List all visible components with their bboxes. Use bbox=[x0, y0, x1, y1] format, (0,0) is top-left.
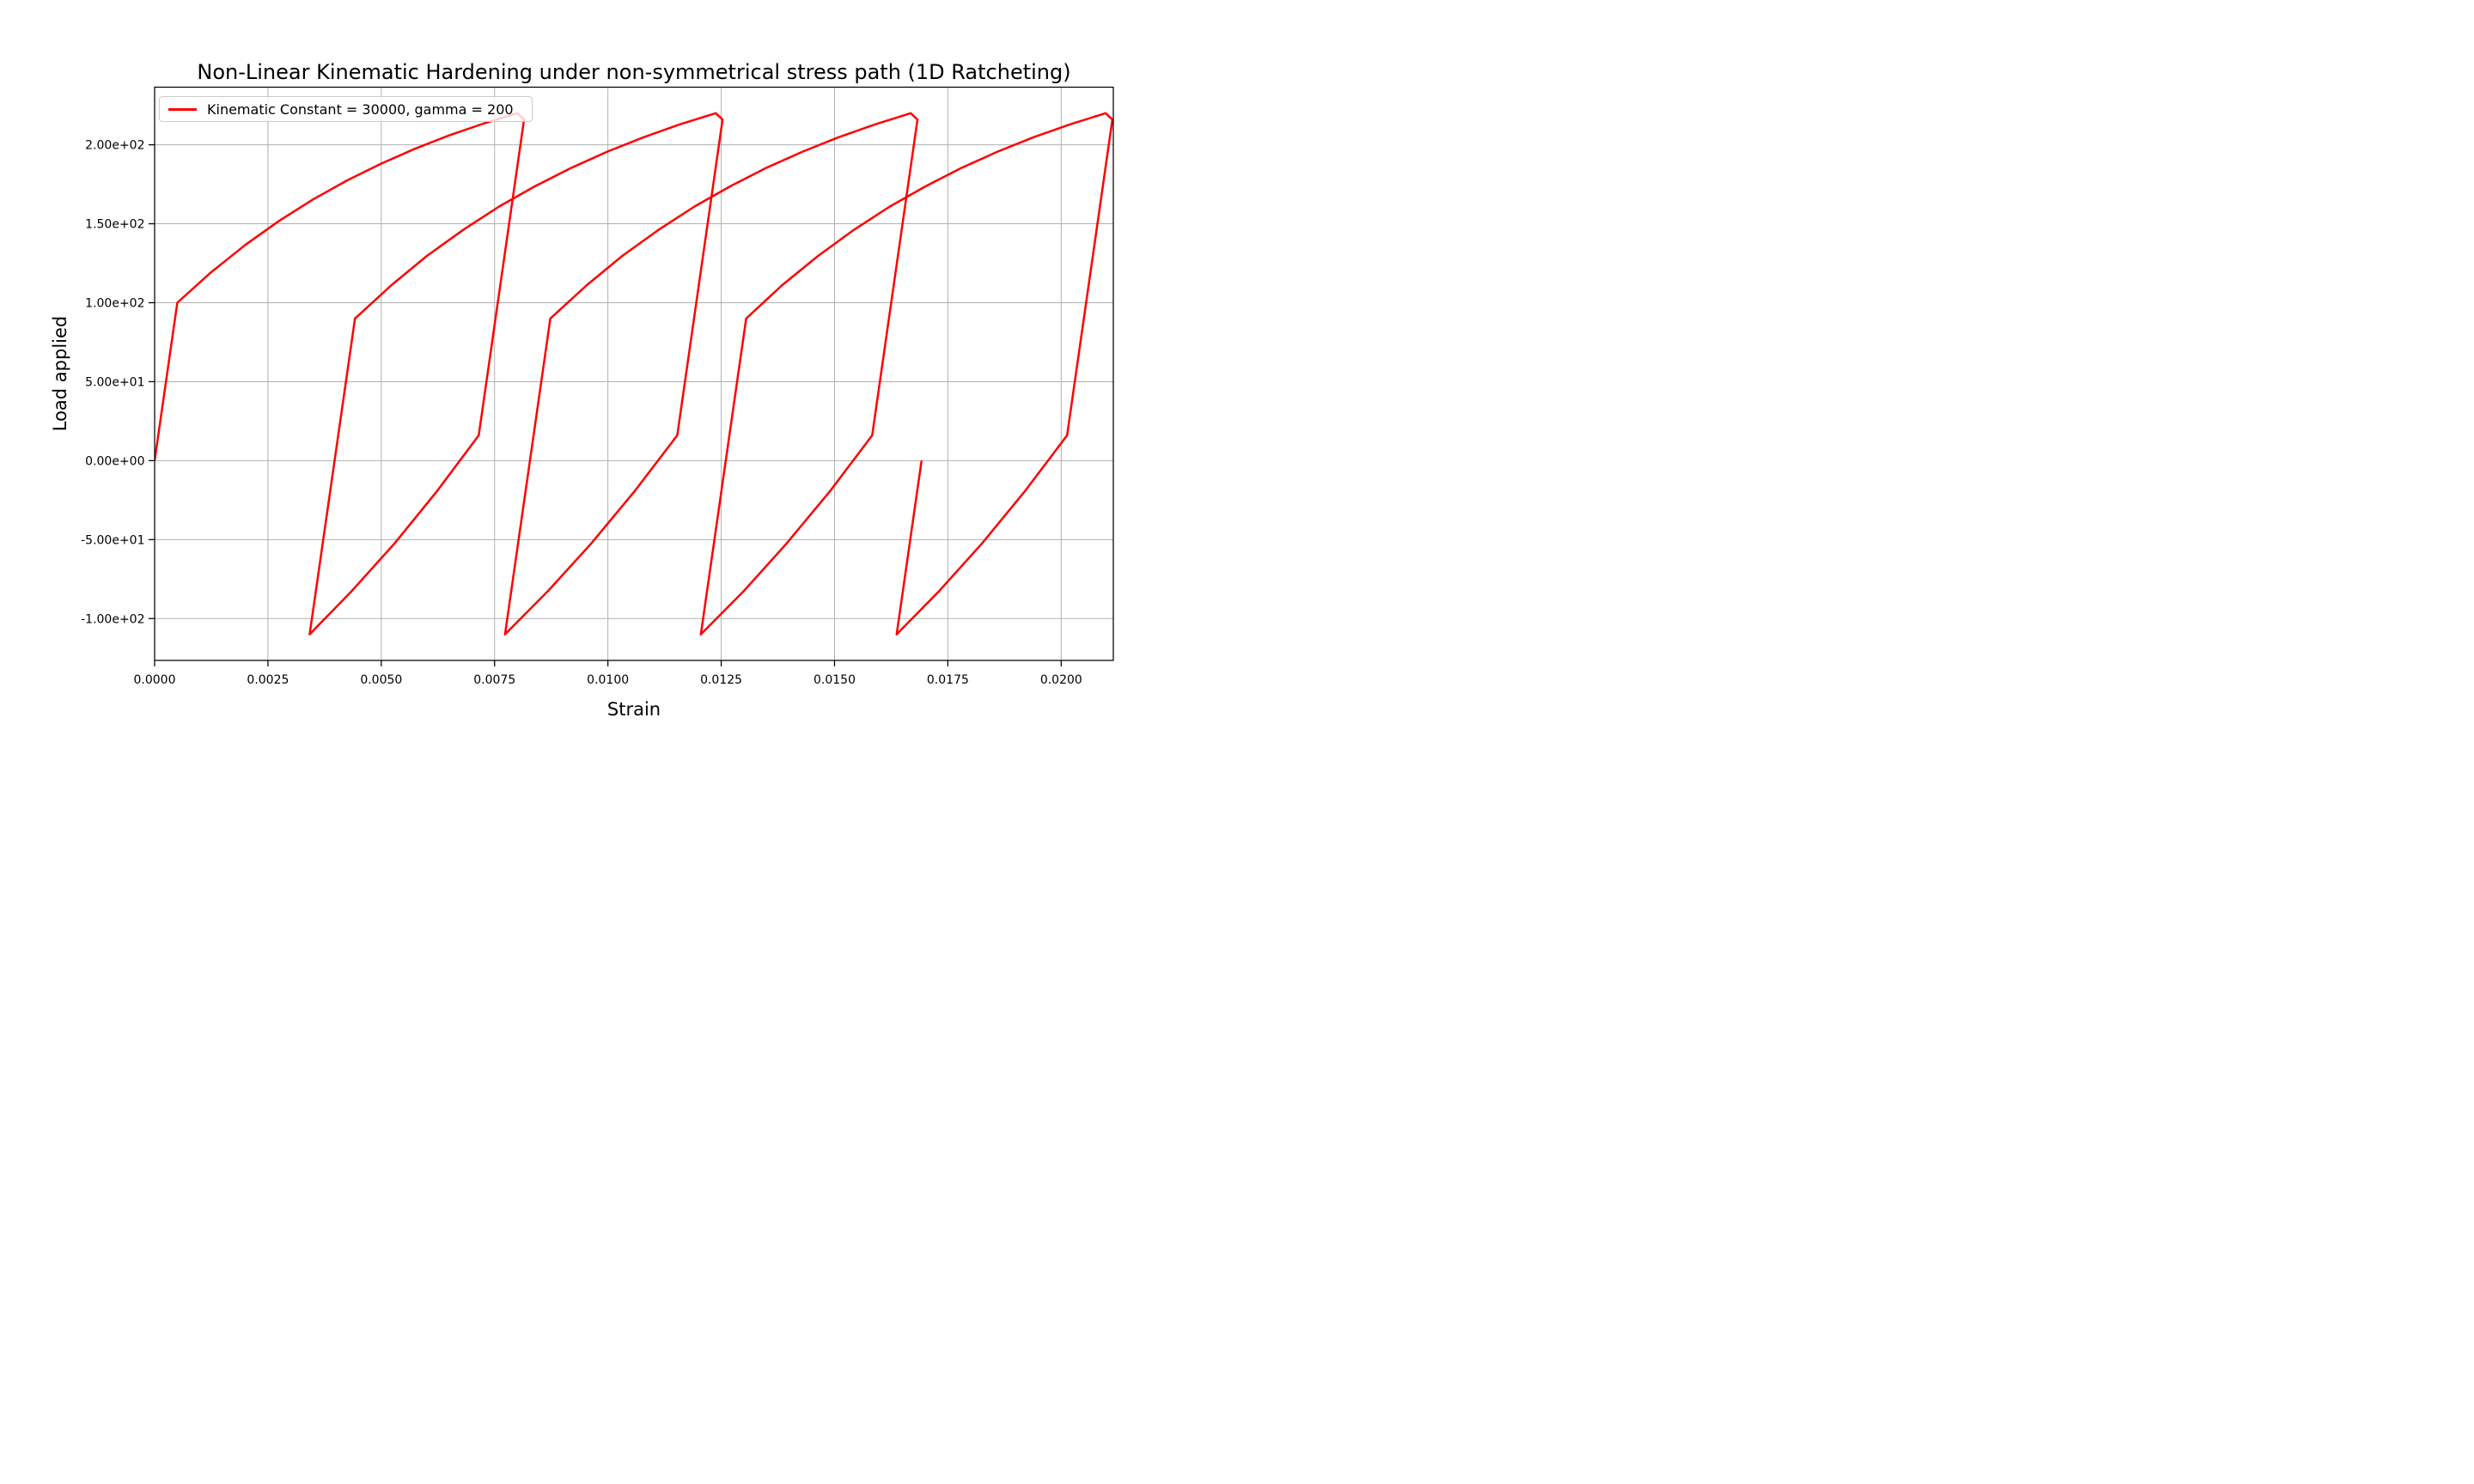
legend-entry-label: Kinematic Constant = 30000, gamma = 200 bbox=[207, 100, 514, 118]
y-tick-label: 5.00e+01 bbox=[85, 375, 144, 389]
legend: Kinematic Constant = 30000, gamma = 200 bbox=[159, 96, 533, 122]
chart-title: Non-Linear Kinematic Hardening under non… bbox=[197, 60, 1071, 84]
x-tick-label: 0.0075 bbox=[473, 673, 515, 687]
figure: 0.0000 0.0025 0.0050 0.0075 0.0100 0.0125 0.01… bbox=[0, 0, 1237, 742]
x-tick-label: 0.0000 bbox=[134, 673, 176, 687]
x-tick-label: 0.0175 bbox=[927, 673, 969, 687]
x-tick-label: 0.0150 bbox=[813, 673, 856, 687]
y-tick-label: 0.00e+00 bbox=[85, 454, 144, 468]
y-tick-label: 1.00e+02 bbox=[85, 297, 144, 311]
y-tick-label: -1.00e+02 bbox=[81, 612, 144, 626]
series-line bbox=[155, 112, 1113, 636]
y-axis-label: Load applied bbox=[50, 315, 70, 432]
x-tick-label: 0.0200 bbox=[1040, 673, 1082, 687]
x-axis-label: Strain bbox=[606, 699, 661, 720]
legend-line-sample bbox=[168, 107, 197, 111]
x-tick-label: 0.0125 bbox=[700, 673, 742, 687]
y-tick-label: -5.00e+01 bbox=[81, 533, 144, 547]
x-tick-label: 0.0050 bbox=[360, 673, 402, 687]
y-tick-label: 2.00e+02 bbox=[85, 139, 144, 153]
x-tick-label: 0.0025 bbox=[247, 673, 289, 687]
plot-area: 0.0000 0.0025 0.0050 0.0075 0.0100 0.0125 0.01… bbox=[81, 86, 1114, 687]
y-tick-label: 1.50e+02 bbox=[85, 218, 144, 232]
axes-frame bbox=[154, 86, 1114, 661]
x-tick-label: 0.0100 bbox=[587, 673, 629, 687]
